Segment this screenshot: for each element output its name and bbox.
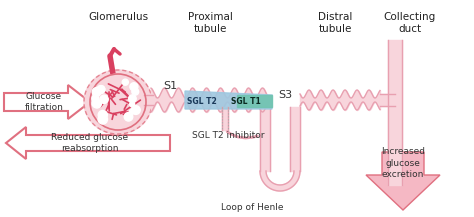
Polygon shape	[84, 70, 152, 134]
Text: Reduced glucose
reabsorption: Reduced glucose reabsorption	[52, 133, 128, 153]
Circle shape	[92, 87, 101, 96]
Polygon shape	[366, 152, 440, 210]
Circle shape	[122, 79, 128, 85]
Circle shape	[130, 83, 138, 91]
Text: Glucose
filtration: Glucose filtration	[25, 92, 64, 112]
Text: Distral
tubule: Distral tubule	[318, 12, 352, 35]
Polygon shape	[237, 95, 272, 107]
Text: S3: S3	[278, 90, 292, 100]
Circle shape	[131, 106, 140, 114]
Text: Glomerulus: Glomerulus	[88, 12, 148, 22]
Text: Loop of Henle: Loop of Henle	[221, 202, 283, 212]
Text: SGL T2: SGL T2	[187, 97, 217, 107]
Text: SGL T2 inhibitor: SGL T2 inhibitor	[192, 132, 264, 140]
Circle shape	[100, 95, 108, 104]
Circle shape	[97, 86, 105, 94]
Circle shape	[124, 112, 133, 121]
Polygon shape	[260, 171, 300, 191]
Circle shape	[92, 95, 99, 102]
Circle shape	[92, 99, 101, 108]
Text: Proximal
tubule: Proximal tubule	[188, 12, 232, 35]
Circle shape	[130, 102, 135, 107]
Circle shape	[128, 95, 136, 102]
Text: S1: S1	[163, 81, 177, 91]
Circle shape	[129, 110, 134, 114]
Circle shape	[132, 88, 139, 95]
Text: Collecting
duct: Collecting duct	[384, 12, 436, 35]
Text: SGL T1: SGL T1	[231, 97, 261, 107]
Polygon shape	[6, 127, 170, 159]
Circle shape	[98, 110, 108, 120]
Circle shape	[90, 74, 146, 130]
Polygon shape	[185, 91, 272, 109]
Polygon shape	[4, 85, 90, 119]
Text: Increased
glucose
excretion: Increased glucose excretion	[381, 147, 425, 179]
Circle shape	[94, 100, 101, 108]
Circle shape	[97, 85, 105, 93]
Circle shape	[98, 115, 108, 124]
